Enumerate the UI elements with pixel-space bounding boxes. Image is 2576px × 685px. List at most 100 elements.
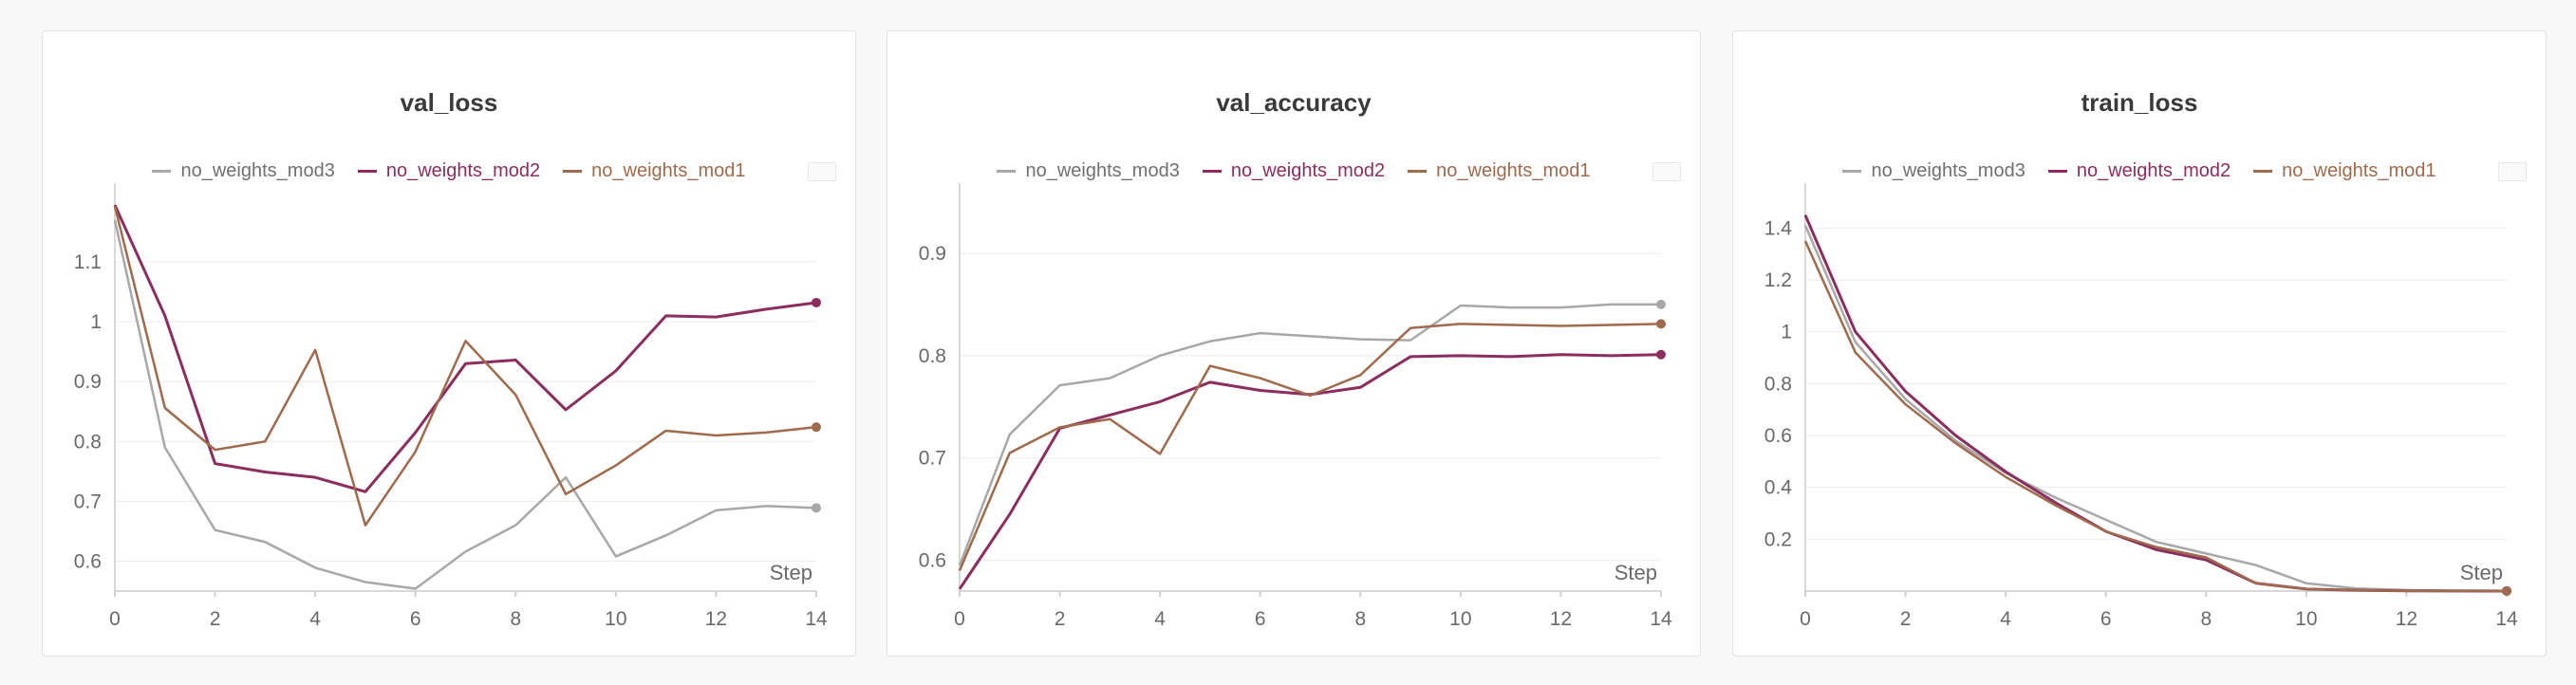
series-end-point: [812, 503, 821, 513]
x-tick-label: 10: [2295, 608, 2317, 630]
x-tick-label: 12: [705, 608, 727, 630]
legend-swatch: [2253, 169, 2273, 173]
y-tick-label: 0.2: [1764, 528, 1792, 550]
y-tick-label: 0.4: [1764, 477, 1793, 499]
x-tick-label: 14: [2495, 608, 2518, 630]
legend-item-mod3[interactable]: no_weights_mod3: [997, 159, 1180, 182]
legend-label: no_weights_mod1: [2282, 159, 2436, 181]
legend-swatch: [1842, 169, 1862, 173]
x-tick-label: 8: [2200, 608, 2212, 630]
chart-panel-train-loss: train_loss no_weights_mod3 no_weights_mo…: [1732, 30, 2547, 657]
series-line: [113, 219, 817, 590]
legend-label: no_weights_mod1: [591, 159, 746, 181]
legend-label: no_weights_mod3: [180, 159, 335, 181]
y-tick-label: 0.6: [1764, 425, 1792, 447]
legend-item-mod1[interactable]: no_weights_mod1: [1408, 159, 1591, 182]
series-end-point: [812, 422, 821, 433]
series-end-point: [2502, 585, 2511, 596]
series-end-point: [1656, 319, 1666, 329]
legend-swatch: [357, 169, 377, 173]
x-tick-label: 14: [1650, 608, 1672, 630]
x-tick-label: 0: [1800, 608, 1811, 630]
legend-toggle-box[interactable]: [808, 162, 836, 181]
x-axis-label: Step: [1615, 561, 1657, 584]
y-tick-label: 0.8: [1764, 373, 1792, 395]
legend-item-mod2[interactable]: no_weights_mod2: [357, 159, 541, 182]
x-tick-label: 2: [210, 608, 221, 630]
legend-item-mod3[interactable]: no_weights_mod3: [152, 159, 335, 182]
legend-label: no_weights_mod1: [1436, 159, 1591, 181]
series-line: [113, 204, 817, 493]
plot-area[interactable]: 0.6 0.7 0.8 0.9 0 2 4 6 8 10 12 14 Step: [887, 31, 1702, 657]
series-line: [113, 206, 817, 527]
y-tick-label: 0.6: [74, 550, 102, 572]
legend-item-mod1[interactable]: no_weights_mod1: [563, 159, 746, 182]
x-tick-label: 8: [510, 608, 521, 630]
x-tick-label: 6: [410, 608, 421, 630]
legend-item-mod3[interactable]: no_weights_mod3: [1842, 160, 2025, 182]
x-tick-label: 2: [1900, 608, 1912, 630]
legend-label: no_weights_mod3: [1871, 159, 2025, 181]
legend-swatch: [2047, 169, 2067, 173]
legend-label: no_weights_mod2: [385, 159, 541, 181]
x-tick-label: 2: [1055, 608, 1066, 630]
y-tick-label: 0.7: [74, 491, 102, 512]
x-tick-label: 0: [109, 608, 121, 630]
legend-item-mod1[interactable]: no_weights_mod1: [2253, 160, 2436, 182]
series-end-point: [1656, 349, 1666, 360]
y-tick-label: 1.2: [1764, 269, 1792, 291]
legend-item-mod2[interactable]: no_weights_mod2: [2047, 159, 2231, 182]
x-tick-label: 10: [1449, 608, 1471, 630]
y-tick-label: 0.8: [74, 431, 102, 453]
x-axis-label: Step: [2460, 561, 2503, 584]
x-tick-label: 0: [954, 608, 965, 630]
legend-label: no_weights_mod2: [1230, 159, 1386, 181]
legend-swatch: [1408, 169, 1428, 173]
chart-title: train_loss: [2081, 88, 2198, 117]
x-tick-label: 14: [805, 608, 828, 630]
y-tick-label: 1.1: [74, 251, 102, 273]
y-tick-label: 0.7: [919, 448, 946, 470]
series-line: [958, 303, 1661, 566]
chart-panel-val-loss: val_loss no_weights_mod3 no_weights_mod2…: [42, 30, 856, 657]
legend-swatch: [152, 169, 172, 173]
chart-legend: no_weights_mod3 no_weights_mod2 no_weigh…: [43, 157, 855, 185]
series-line: [958, 323, 1662, 571]
y-tick-label: 0.6: [919, 550, 946, 572]
series-line: [958, 353, 1662, 590]
chart-legend: no_weights_mod3 no_weights_mod2 no_weigh…: [1733, 157, 2546, 185]
x-tick-label: 4: [2000, 608, 2011, 630]
x-tick-label: 10: [605, 608, 626, 630]
chart-legend: no_weights_mod3 no_weights_mod2 no_weigh…: [887, 157, 1700, 185]
chart-panel-val-accuracy: val_accuracy no_weights_mod3 no_weights_…: [887, 30, 1701, 657]
series-line: [1803, 240, 2508, 593]
legend-swatch: [997, 169, 1017, 173]
x-tick-label: 4: [1154, 608, 1166, 630]
x-tick-label: 6: [1255, 608, 1266, 630]
x-tick-label: 12: [1550, 608, 1572, 630]
x-tick-label: 6: [2100, 608, 2112, 630]
x-tick-label: 12: [2396, 608, 2417, 630]
y-tick-label: 1: [90, 311, 102, 333]
y-tick-label: 1.4: [1764, 217, 1793, 239]
legend-swatch: [563, 169, 583, 173]
x-tick-label: 4: [309, 608, 321, 630]
legend-label: no_weights_mod2: [2076, 159, 2231, 181]
legend-item-mod2[interactable]: no_weights_mod2: [1202, 159, 1386, 182]
y-tick-label: 0.8: [919, 345, 946, 367]
series-end-point: [1656, 299, 1666, 309]
plot-area[interactable]: 0.6 0.7 0.8 0.9 1 1.1 0 2 4 6 8 10 12 14 Step: [43, 31, 857, 657]
legend-toggle-box[interactable]: [1652, 162, 1681, 181]
chart-title: val_accuracy: [1216, 88, 1372, 117]
legend-toggle-box[interactable]: [2498, 162, 2527, 181]
y-tick-label: 1: [1781, 322, 1792, 343]
x-tick-label: 8: [1354, 608, 1366, 630]
x-axis-label: Step: [770, 561, 812, 584]
legend-swatch: [1202, 169, 1222, 173]
y-tick-label: 0.9: [919, 243, 946, 265]
legend-label: no_weights_mod3: [1025, 159, 1180, 181]
plot-area[interactable]: 0.2 0.4 0.6 0.8 1 1.2 1.4 0 2 4 6 8 10 12 14 Step: [1733, 31, 2548, 657]
series-end-point: [812, 297, 821, 307]
y-tick-label: 0.9: [74, 371, 102, 393]
chart-title: val_loss: [400, 88, 498, 117]
